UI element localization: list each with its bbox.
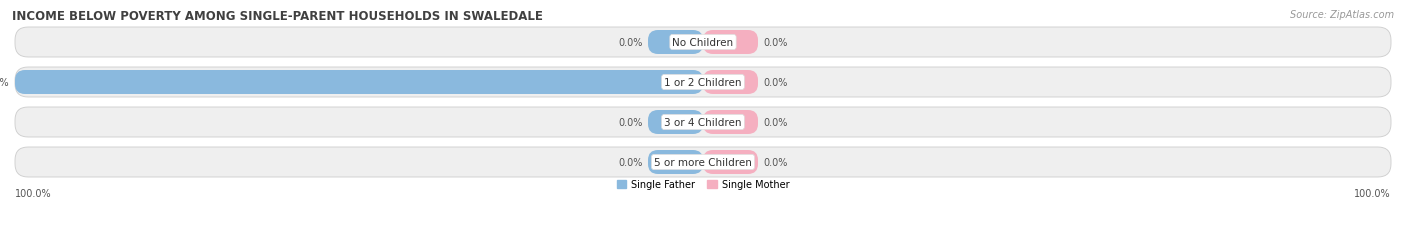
FancyBboxPatch shape — [703, 71, 758, 94]
Text: 0.0%: 0.0% — [619, 157, 643, 167]
FancyBboxPatch shape — [15, 71, 703, 94]
Text: 0.0%: 0.0% — [619, 38, 643, 48]
FancyBboxPatch shape — [15, 147, 1391, 177]
Text: 100.0%: 100.0% — [1354, 188, 1391, 198]
FancyBboxPatch shape — [15, 108, 1391, 137]
Text: Source: ZipAtlas.com: Source: ZipAtlas.com — [1289, 10, 1393, 20]
Text: 100.0%: 100.0% — [15, 188, 52, 198]
Text: 0.0%: 0.0% — [763, 118, 787, 128]
FancyBboxPatch shape — [15, 68, 1391, 97]
Legend: Single Father, Single Mother: Single Father, Single Mother — [617, 179, 789, 189]
Text: 100.0%: 100.0% — [0, 78, 10, 88]
Text: 0.0%: 0.0% — [763, 157, 787, 167]
Text: No Children: No Children — [672, 38, 734, 48]
Text: 1 or 2 Children: 1 or 2 Children — [664, 78, 742, 88]
Text: 0.0%: 0.0% — [763, 38, 787, 48]
Text: 3 or 4 Children: 3 or 4 Children — [664, 118, 742, 128]
Text: 0.0%: 0.0% — [619, 118, 643, 128]
Text: 5 or more Children: 5 or more Children — [654, 157, 752, 167]
FancyBboxPatch shape — [648, 31, 703, 55]
Text: 0.0%: 0.0% — [763, 78, 787, 88]
FancyBboxPatch shape — [703, 150, 758, 174]
Text: INCOME BELOW POVERTY AMONG SINGLE-PARENT HOUSEHOLDS IN SWALEDALE: INCOME BELOW POVERTY AMONG SINGLE-PARENT… — [13, 10, 543, 23]
FancyBboxPatch shape — [15, 28, 1391, 58]
FancyBboxPatch shape — [648, 150, 703, 174]
FancyBboxPatch shape — [703, 31, 758, 55]
FancyBboxPatch shape — [703, 110, 758, 134]
FancyBboxPatch shape — [648, 110, 703, 134]
